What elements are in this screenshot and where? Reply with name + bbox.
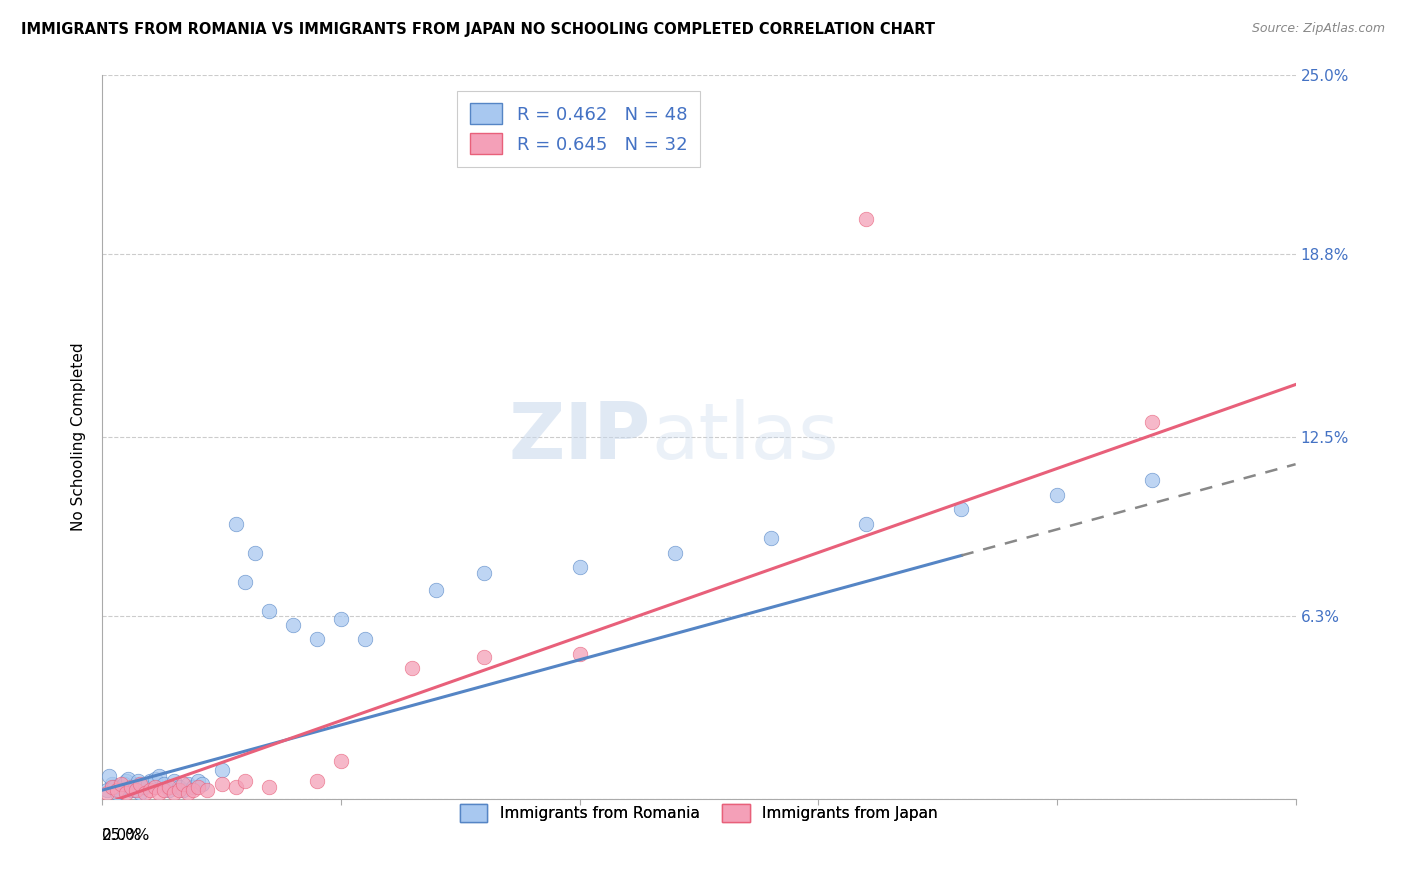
Point	[664, 545, 686, 559]
Point	[163, 774, 186, 789]
Point	[187, 780, 209, 795]
Point	[1142, 415, 1164, 429]
Point	[143, 780, 166, 795]
Y-axis label: No Schooling Completed: No Schooling Completed	[72, 343, 86, 531]
Point	[157, 783, 180, 797]
Point	[148, 786, 170, 800]
Point	[329, 612, 352, 626]
Point	[103, 780, 125, 795]
Point	[100, 780, 122, 795]
Point	[153, 777, 176, 791]
Point	[129, 786, 152, 800]
Point	[195, 783, 218, 797]
Point	[235, 774, 257, 789]
Point	[163, 786, 186, 800]
Point	[124, 777, 146, 791]
Point	[153, 783, 176, 797]
Text: 0.0%: 0.0%	[103, 828, 141, 843]
Point	[225, 780, 247, 795]
Point	[211, 777, 233, 791]
Point	[127, 774, 149, 789]
Point	[120, 780, 142, 795]
Point	[353, 632, 375, 647]
Point	[167, 780, 190, 795]
Point	[329, 754, 352, 768]
Point	[136, 777, 159, 791]
Point	[98, 769, 121, 783]
Point	[115, 786, 138, 800]
Text: IMMIGRANTS FROM ROMANIA VS IMMIGRANTS FROM JAPAN NO SCHOOLING COMPLETED CORRELAT: IMMIGRANTS FROM ROMANIA VS IMMIGRANTS FR…	[21, 22, 935, 37]
Point	[122, 783, 145, 797]
Point	[855, 516, 877, 531]
Point	[172, 777, 194, 791]
Point	[157, 780, 180, 795]
Point	[759, 531, 782, 545]
Point	[96, 786, 118, 800]
Point	[105, 783, 128, 797]
Point	[117, 772, 139, 786]
Point	[181, 780, 204, 795]
Point	[148, 769, 170, 783]
Point	[143, 772, 166, 786]
Point	[100, 777, 122, 791]
Point	[134, 780, 156, 795]
Point	[1046, 488, 1069, 502]
Point	[108, 783, 131, 797]
Point	[1142, 473, 1164, 487]
Point	[124, 783, 146, 797]
Legend: Immigrants from Romania, Immigrants from Japan: Immigrants from Romania, Immigrants from…	[451, 795, 948, 831]
Point	[211, 763, 233, 777]
Point	[177, 786, 200, 800]
Point	[129, 777, 152, 791]
Text: 25.0%: 25.0%	[101, 828, 150, 843]
Point	[235, 574, 257, 589]
Point	[187, 774, 209, 789]
Text: ZIP: ZIP	[509, 399, 651, 475]
Point	[167, 783, 190, 797]
Point	[139, 783, 162, 797]
Point	[243, 545, 266, 559]
Point	[259, 603, 281, 617]
Point	[568, 647, 591, 661]
Point	[110, 780, 132, 795]
Point	[950, 502, 973, 516]
Point	[225, 516, 247, 531]
Point	[568, 560, 591, 574]
Point	[401, 661, 423, 675]
Point	[283, 618, 305, 632]
Point	[855, 212, 877, 227]
Text: atlas: atlas	[651, 399, 838, 475]
Point	[172, 783, 194, 797]
Point	[105, 786, 128, 800]
Point	[425, 583, 447, 598]
Point	[115, 774, 138, 789]
Point	[139, 774, 162, 789]
Point	[181, 783, 204, 797]
Point	[191, 777, 214, 791]
Point	[110, 777, 132, 791]
Point	[132, 780, 155, 795]
Point	[305, 632, 328, 647]
Point	[472, 566, 495, 580]
Point	[120, 783, 142, 797]
Point	[177, 777, 200, 791]
Point	[472, 649, 495, 664]
Point	[112, 777, 135, 791]
Point	[259, 780, 281, 795]
Point	[96, 783, 118, 797]
Point	[305, 774, 328, 789]
Point	[134, 786, 156, 800]
Text: Source: ZipAtlas.com: Source: ZipAtlas.com	[1251, 22, 1385, 36]
